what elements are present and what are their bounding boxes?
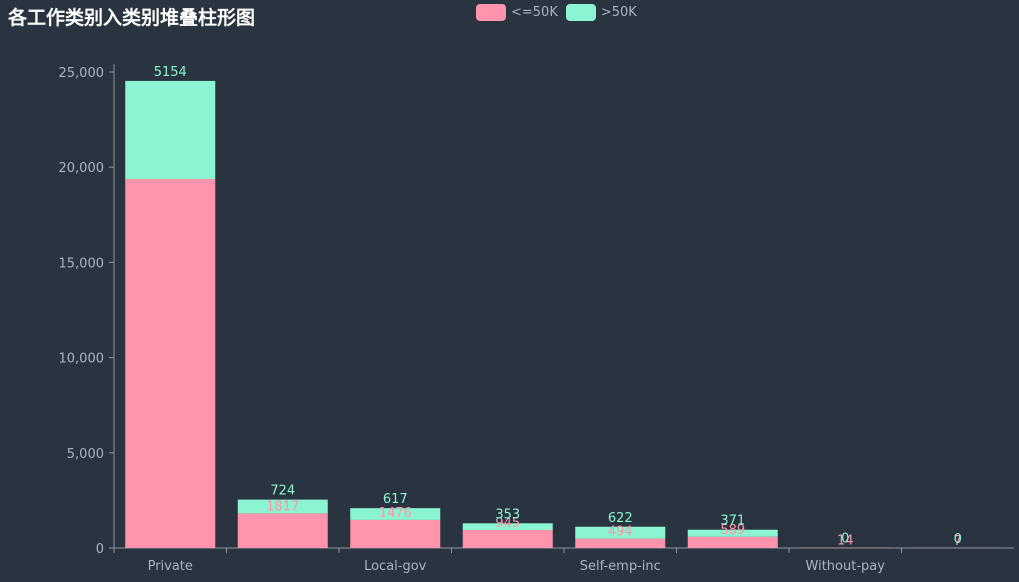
legend: <=50K >50K xyxy=(476,4,637,21)
y-tick-label: 15,000 xyxy=(59,256,105,271)
bar-le50k-self-emp-not-inc xyxy=(237,513,328,548)
bar-le50k-state-gov xyxy=(462,530,553,548)
x-tick-label: Self-emp-inc xyxy=(580,559,661,574)
y-tick-label: 0 xyxy=(96,542,104,557)
legend-label-gt50k: >50K xyxy=(600,5,637,20)
data-label-gt50k: 724 xyxy=(270,484,295,499)
data-label-le50k: 589 xyxy=(720,523,745,538)
x-tick-label: Local-gov xyxy=(364,559,427,574)
bar-gt50k-private xyxy=(125,80,216,180)
bar-le50k-self-emp-inc xyxy=(575,538,666,548)
y-tick-label: 25,000 xyxy=(59,66,105,81)
legend-item-gt50k[interactable]: >50K xyxy=(565,4,637,21)
bar-le50k-local-gov xyxy=(350,519,441,548)
legend-item-le50k[interactable]: <=50K xyxy=(476,4,558,21)
legend-swatch-gt50k xyxy=(565,4,596,21)
y-tick-label: 20,000 xyxy=(59,161,105,176)
data-label-le50k: 7 xyxy=(954,534,962,549)
data-label-le50k: 494 xyxy=(608,525,633,540)
bar-gt50k-local-gov xyxy=(350,508,441,520)
bar-gt50k-federal-gov xyxy=(687,529,778,537)
bar-le50k-federal-gov xyxy=(687,536,778,548)
bar-gt50k-self-emp-inc xyxy=(575,526,666,539)
data-label-gt50k: 0 xyxy=(954,532,962,547)
bar-gt50k-self-emp-not-inc xyxy=(237,499,328,514)
data-label-gt50k: 371 xyxy=(720,514,745,529)
y-tick-label: 5,000 xyxy=(67,447,104,462)
x-tick-label: Private xyxy=(148,559,193,574)
data-label-le50k: 1476 xyxy=(379,506,412,521)
data-label-gt50k: 5154 xyxy=(154,65,187,80)
data-label-le50k: 14 xyxy=(837,534,854,549)
chart-title: 各工作类别入类别堆叠柱形图 xyxy=(8,7,256,29)
bar-gt50k-state-gov xyxy=(462,523,553,531)
data-label-gt50k: 622 xyxy=(608,511,633,526)
data-label-gt50k: 617 xyxy=(383,492,408,507)
legend-label-le50k: <=50K xyxy=(511,5,558,20)
bar-le50k-private xyxy=(125,179,216,548)
data-label-le50k: 1817 xyxy=(266,499,299,514)
legend-swatch-le50k xyxy=(476,4,506,21)
data-label-gt50k: 353 xyxy=(495,507,520,522)
x-tick-label: Without-pay xyxy=(806,559,886,574)
data-label-gt50k: 0 xyxy=(841,532,849,547)
y-tick-label: 10,000 xyxy=(59,352,105,367)
data-label-le50k: 945 xyxy=(495,516,520,531)
